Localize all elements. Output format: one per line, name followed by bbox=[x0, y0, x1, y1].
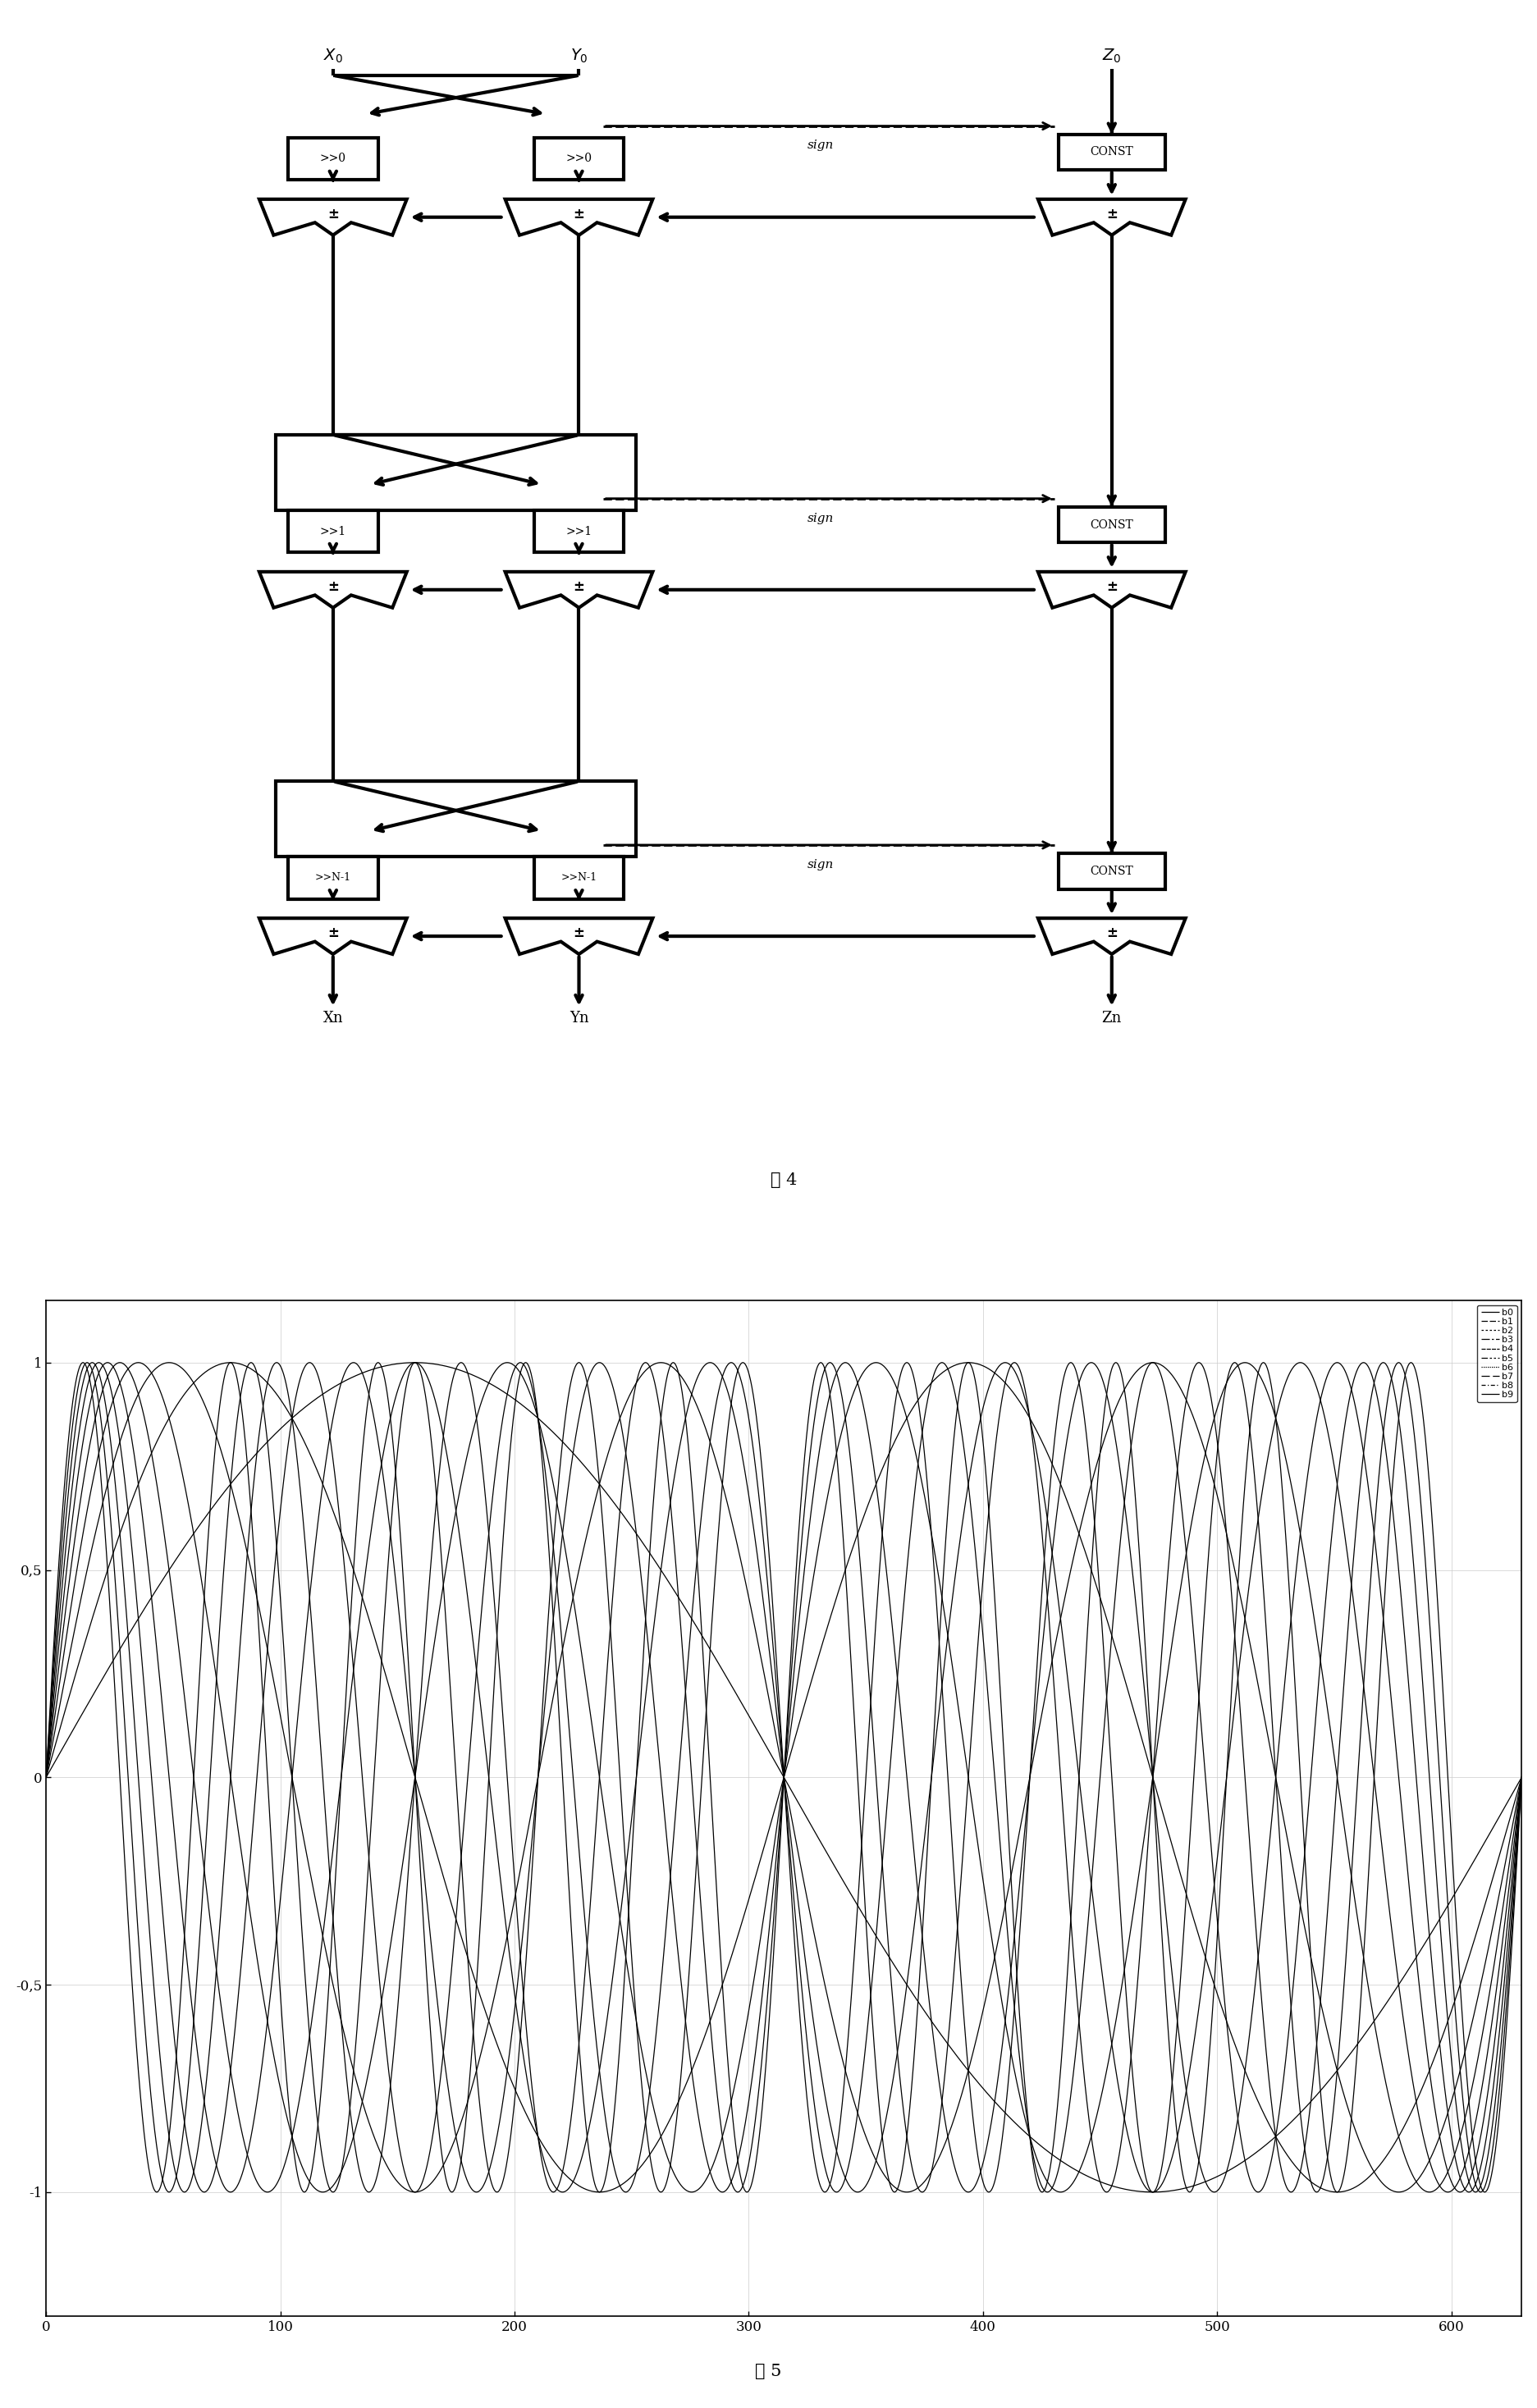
Polygon shape bbox=[506, 571, 653, 607]
Text: ±: ± bbox=[573, 578, 584, 595]
Polygon shape bbox=[260, 571, 407, 607]
Bar bbox=[533, 857, 624, 898]
Polygon shape bbox=[506, 200, 653, 236]
Polygon shape bbox=[1037, 200, 1185, 236]
Polygon shape bbox=[260, 917, 407, 954]
Bar bbox=[287, 857, 378, 898]
Text: 图 5: 图 5 bbox=[755, 2365, 782, 2379]
Polygon shape bbox=[1037, 917, 1185, 954]
Polygon shape bbox=[506, 917, 653, 954]
Bar bbox=[275, 780, 636, 857]
Bar bbox=[287, 510, 378, 551]
Text: ±: ± bbox=[573, 207, 584, 222]
Text: ±: ± bbox=[1107, 925, 1117, 939]
Text: CONST: CONST bbox=[1090, 864, 1133, 877]
Bar bbox=[275, 436, 636, 510]
Text: sign: sign bbox=[807, 860, 835, 869]
Text: ±: ± bbox=[1107, 207, 1117, 222]
Text: ±: ± bbox=[573, 925, 584, 939]
Text: ±: ± bbox=[1107, 578, 1117, 595]
Text: CONST: CONST bbox=[1090, 520, 1133, 530]
Bar bbox=[533, 137, 624, 181]
Text: sign: sign bbox=[807, 140, 835, 152]
Bar bbox=[287, 137, 378, 181]
Text: >>0: >>0 bbox=[566, 154, 592, 164]
Text: Zn: Zn bbox=[1102, 1011, 1122, 1026]
Polygon shape bbox=[1037, 571, 1185, 607]
Bar bbox=[1059, 506, 1165, 542]
Text: >>0: >>0 bbox=[320, 154, 346, 164]
Text: $X_0$: $X_0$ bbox=[323, 48, 343, 65]
Text: sign: sign bbox=[807, 513, 835, 525]
Text: >>1: >>1 bbox=[566, 525, 592, 537]
Text: CONST: CONST bbox=[1090, 147, 1133, 159]
Text: >>1: >>1 bbox=[320, 525, 346, 537]
Text: 图 4: 图 4 bbox=[770, 1173, 798, 1187]
Text: >>N-1: >>N-1 bbox=[315, 872, 350, 884]
Text: ±: ± bbox=[327, 925, 338, 939]
Text: >>N-1: >>N-1 bbox=[561, 872, 596, 884]
Text: ±: ± bbox=[327, 578, 338, 595]
Text: Xn: Xn bbox=[323, 1011, 343, 1026]
Bar bbox=[1059, 135, 1165, 171]
Text: Yn: Yn bbox=[569, 1011, 589, 1026]
Text: $Z_0$: $Z_0$ bbox=[1102, 48, 1122, 65]
Polygon shape bbox=[260, 200, 407, 236]
Text: $Y_0$: $Y_0$ bbox=[570, 48, 587, 65]
Bar bbox=[1059, 852, 1165, 889]
Legend: b0, b1, b2, b3, b4, b5, b6, b7, b8, b9: b0, b1, b2, b3, b4, b5, b6, b7, b8, b9 bbox=[1477, 1305, 1517, 1401]
Text: ±: ± bbox=[327, 207, 338, 222]
Bar bbox=[533, 510, 624, 551]
